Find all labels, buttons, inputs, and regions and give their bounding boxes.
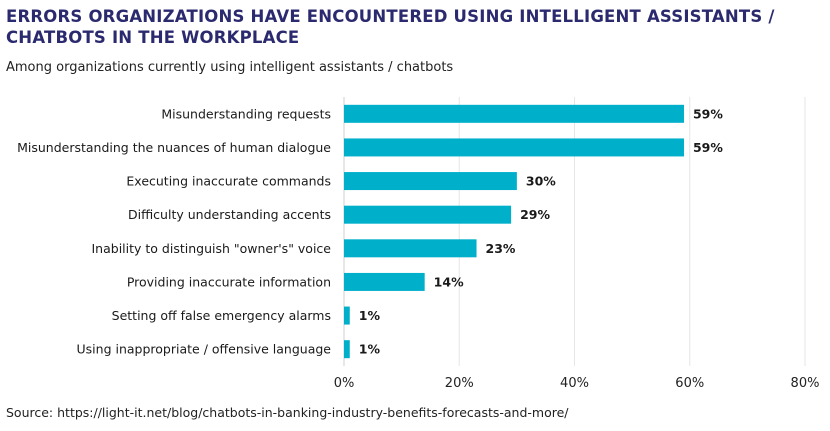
category-labels: Misunderstanding requests Misunderstandin… xyxy=(17,106,331,356)
bar xyxy=(344,239,477,258)
category-label: Difficulty understanding accents xyxy=(128,207,331,222)
bar xyxy=(344,172,517,191)
data-labels: 59% 59% 30% 29% 23% 14% 1% 1% xyxy=(359,106,724,356)
chart-subtitle: Among organizations currently using inte… xyxy=(6,60,454,75)
data-label: 59% xyxy=(693,106,723,121)
x-tick-label: 40% xyxy=(560,376,589,391)
data-label: 29% xyxy=(520,207,550,222)
bar xyxy=(344,272,425,291)
bar xyxy=(344,306,350,325)
category-label: Misunderstanding the nuances of human di… xyxy=(17,140,331,155)
x-axis-ticks: 0% 20% 40% 60% 80% xyxy=(334,376,820,391)
bars xyxy=(344,104,684,359)
source-note: Source: https://light-it.net/blog/chatbo… xyxy=(6,405,569,420)
category-label: Executing inaccurate commands xyxy=(126,174,331,189)
category-label: Providing inaccurate information xyxy=(127,274,331,289)
x-tick-label: 60% xyxy=(675,376,704,391)
category-label: Using inappropriate / offensive language xyxy=(77,342,332,357)
data-label: 23% xyxy=(486,241,516,256)
category-label: Setting off false emergency alarms xyxy=(112,308,331,323)
x-tick-label: 20% xyxy=(445,376,474,391)
bar xyxy=(344,205,512,224)
data-label: 1% xyxy=(359,342,381,357)
data-label: 1% xyxy=(359,308,381,323)
category-label: Misunderstanding requests xyxy=(161,106,331,121)
bar xyxy=(344,138,684,157)
bar xyxy=(344,340,350,359)
x-tick-label: 80% xyxy=(791,376,820,391)
data-label: 30% xyxy=(526,174,556,189)
data-label: 14% xyxy=(434,274,464,289)
category-label: Inability to distinguish "owner's" voice xyxy=(92,241,332,256)
grid-lines xyxy=(343,97,806,366)
data-label: 59% xyxy=(693,140,723,155)
x-tick-label: 0% xyxy=(334,376,355,391)
bar xyxy=(344,104,684,123)
chart-title: ERRORS ORGANIZATIONS HAVE ENCOUNTERED US… xyxy=(6,7,775,47)
